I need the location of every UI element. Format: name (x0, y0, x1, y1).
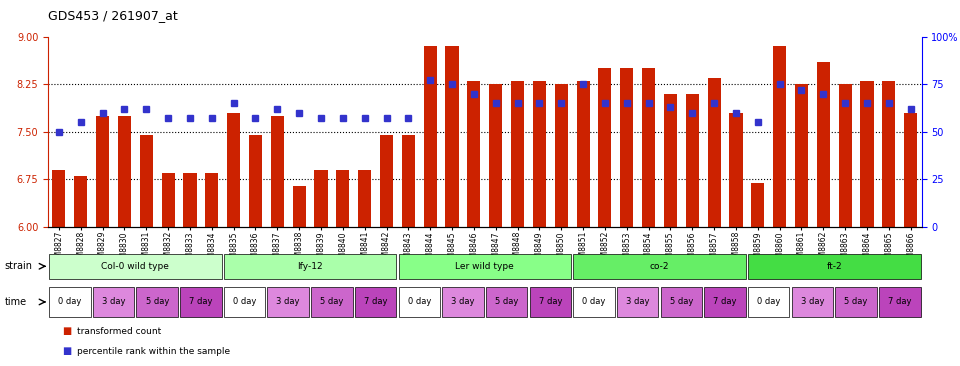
Bar (468, 81, 480, 366)
Text: 5 day: 5 day (321, 298, 344, 306)
Bar (249, 135, 262, 366)
Text: percentile rank within the sample: percentile rank within the sample (77, 347, 230, 356)
Text: Col-0 wild type: Col-0 wild type (102, 262, 169, 271)
Text: 0 day: 0 day (233, 298, 256, 306)
Text: 0 day: 0 day (757, 298, 780, 306)
FancyBboxPatch shape (398, 254, 571, 279)
Bar (598, 68, 612, 366)
FancyBboxPatch shape (748, 254, 921, 279)
Bar (53, 170, 65, 366)
FancyBboxPatch shape (573, 254, 746, 279)
Text: 5 day: 5 day (845, 298, 868, 306)
Bar (795, 84, 808, 366)
Text: transformed count: transformed count (77, 327, 161, 336)
Text: ■: ■ (62, 346, 72, 356)
FancyBboxPatch shape (93, 287, 134, 317)
Bar (74, 176, 87, 366)
FancyBboxPatch shape (486, 287, 527, 317)
Text: Ler wild type: Ler wild type (455, 262, 515, 271)
Bar (140, 135, 153, 366)
Bar (882, 81, 896, 366)
Bar (752, 183, 764, 366)
Bar (533, 81, 546, 366)
Bar (293, 186, 305, 366)
FancyBboxPatch shape (879, 287, 921, 317)
Text: GDS453 / 261907_at: GDS453 / 261907_at (48, 9, 178, 22)
FancyBboxPatch shape (398, 287, 440, 317)
Bar (773, 46, 786, 366)
FancyBboxPatch shape (49, 254, 222, 279)
Bar (642, 68, 655, 366)
Bar (445, 46, 459, 366)
FancyBboxPatch shape (660, 287, 702, 317)
Text: 7 day: 7 day (189, 298, 212, 306)
Bar (118, 116, 131, 366)
FancyBboxPatch shape (530, 287, 571, 317)
FancyBboxPatch shape (835, 287, 876, 317)
Text: 3 day: 3 day (102, 298, 125, 306)
Bar (860, 81, 874, 366)
Text: 7 day: 7 day (713, 298, 736, 306)
FancyBboxPatch shape (748, 287, 789, 317)
Bar (336, 170, 349, 366)
Text: time: time (5, 297, 27, 307)
FancyBboxPatch shape (224, 254, 396, 279)
Text: 5 day: 5 day (495, 298, 518, 306)
Bar (620, 68, 634, 366)
Bar (161, 173, 175, 366)
Text: 3 day: 3 day (451, 298, 474, 306)
Bar (315, 170, 327, 366)
Bar (380, 135, 393, 366)
Text: 5 day: 5 day (670, 298, 693, 306)
Bar (271, 116, 284, 366)
Text: 5 day: 5 day (146, 298, 169, 306)
Text: lfy-12: lfy-12 (298, 262, 323, 271)
Text: 7 day: 7 day (888, 298, 911, 306)
FancyBboxPatch shape (180, 287, 222, 317)
Text: co-2: co-2 (650, 262, 669, 271)
FancyBboxPatch shape (311, 287, 352, 317)
Text: 7 day: 7 day (364, 298, 387, 306)
Text: ■: ■ (62, 326, 72, 336)
Bar (839, 84, 852, 366)
Bar (555, 84, 567, 366)
FancyBboxPatch shape (49, 287, 90, 317)
Text: 7 day: 7 day (539, 298, 562, 306)
Text: 0 day: 0 day (59, 298, 82, 306)
Bar (423, 46, 437, 366)
Text: strain: strain (5, 261, 33, 271)
FancyBboxPatch shape (443, 287, 484, 317)
Text: ft-2: ft-2 (827, 262, 842, 271)
Bar (96, 116, 109, 366)
Text: 3 day: 3 day (276, 298, 300, 306)
Bar (490, 84, 502, 366)
Bar (904, 113, 917, 366)
FancyBboxPatch shape (617, 287, 659, 317)
Bar (685, 94, 699, 366)
Text: 3 day: 3 day (801, 298, 824, 306)
Bar (664, 94, 677, 366)
Bar (228, 113, 240, 366)
Bar (708, 78, 721, 366)
Text: 0 day: 0 day (583, 298, 606, 306)
FancyBboxPatch shape (224, 287, 265, 317)
FancyBboxPatch shape (573, 287, 614, 317)
Bar (205, 173, 218, 366)
Bar (577, 81, 589, 366)
Bar (817, 62, 829, 366)
FancyBboxPatch shape (268, 287, 309, 317)
Bar (402, 135, 415, 366)
Bar (358, 170, 372, 366)
FancyBboxPatch shape (355, 287, 396, 317)
FancyBboxPatch shape (136, 287, 178, 317)
FancyBboxPatch shape (705, 287, 746, 317)
Text: 3 day: 3 day (626, 298, 649, 306)
Text: 0 day: 0 day (408, 298, 431, 306)
FancyBboxPatch shape (792, 287, 833, 317)
Bar (511, 81, 524, 366)
Bar (183, 173, 197, 366)
Bar (730, 113, 742, 366)
